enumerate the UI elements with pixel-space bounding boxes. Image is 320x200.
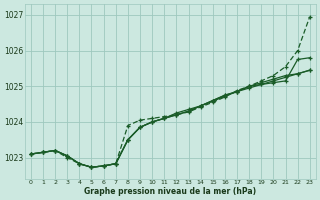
X-axis label: Graphe pression niveau de la mer (hPa): Graphe pression niveau de la mer (hPa) <box>84 187 256 196</box>
